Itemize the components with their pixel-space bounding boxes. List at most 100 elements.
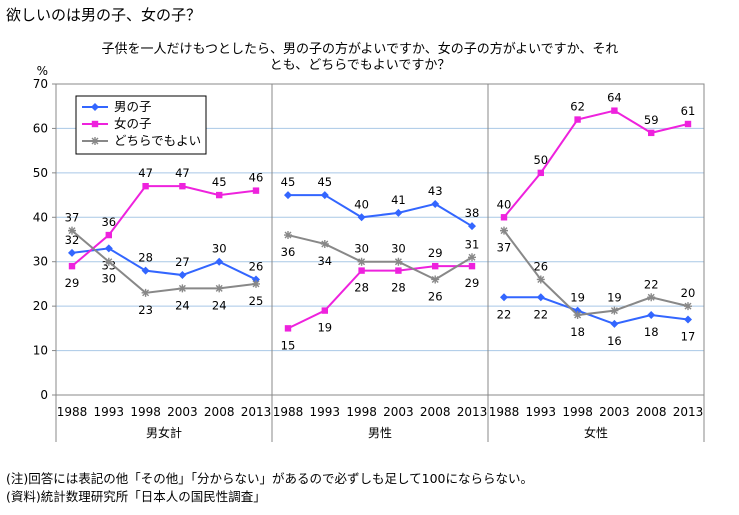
data-label: 36 (281, 245, 296, 259)
data-label: 45 (212, 175, 227, 189)
data-point (252, 279, 260, 288)
legend-marker (91, 103, 99, 111)
data-label: 30 (212, 242, 227, 256)
x-tick-label: 1993 (526, 405, 557, 419)
data-point (432, 262, 439, 270)
data-point (284, 325, 292, 332)
x-tick-label: 1993 (94, 405, 125, 419)
data-point (284, 191, 292, 200)
data-label: 16 (607, 334, 622, 348)
data-point (431, 199, 440, 208)
data-label: 40 (497, 197, 512, 211)
y-tick-label: 60 (33, 121, 48, 135)
data-label: 36 (101, 215, 116, 229)
data-point (320, 239, 329, 248)
data-point (648, 129, 655, 137)
data-label: 47 (138, 166, 153, 180)
data-point (536, 293, 545, 302)
chart-subtitle: 子供を一人だけもつとしたら、男の子の方がよいですか、女の子の方がよいですか、それ… (60, 42, 660, 74)
data-point (500, 226, 508, 235)
data-label: 45 (317, 175, 332, 189)
legend-marker (91, 120, 99, 128)
data-point (179, 182, 186, 190)
data-point (395, 267, 402, 274)
data-point (142, 182, 149, 190)
data-label: 26 (533, 259, 548, 273)
data-label: 40 (354, 197, 369, 211)
data-point (215, 284, 224, 293)
legend-label: 女の子 (114, 116, 152, 131)
data-point (141, 288, 150, 297)
group-label: 男女計 (146, 425, 182, 440)
data-label: 50 (533, 153, 548, 167)
x-tick-label: 1988 (57, 405, 88, 419)
data-label: 18 (570, 325, 585, 339)
data-point (68, 226, 76, 235)
x-tick-label: 1988 (489, 405, 520, 419)
data-label: 20 (681, 286, 696, 300)
data-label: 31 (465, 237, 480, 251)
data-point (647, 293, 656, 302)
data-point (104, 244, 113, 253)
data-label: 37 (65, 211, 80, 225)
data-point (431, 275, 440, 284)
data-label: 24 (212, 298, 227, 312)
series-line (503, 230, 689, 317)
data-point (357, 257, 366, 266)
data-label: 28 (391, 281, 406, 295)
series-line (287, 234, 473, 281)
data-label: 19 (607, 291, 622, 305)
data-label: 22 (497, 307, 512, 321)
data-point (500, 293, 508, 302)
x-tick-label: 2008 (420, 405, 451, 419)
y-tick-label: 10 (33, 344, 48, 358)
x-tick-label: 2008 (204, 405, 235, 419)
data-point (141, 266, 150, 275)
x-tick-label: 1998 (130, 405, 161, 419)
data-label: 29 (428, 246, 443, 260)
group-label: 女性 (584, 425, 608, 440)
data-label: 46 (249, 171, 264, 185)
x-tick-label: 1988 (273, 405, 304, 419)
x-tick-label: 2013 (673, 405, 704, 419)
data-point (215, 257, 224, 266)
data-point (357, 213, 366, 222)
data-label: 32 (65, 233, 80, 247)
data-label: 45 (281, 175, 296, 189)
data-label: 24 (175, 298, 190, 312)
y-tick-label: 40 (33, 210, 48, 224)
data-point (684, 302, 692, 311)
series-line (288, 194, 473, 228)
data-label: 43 (428, 184, 443, 198)
data-label: 22 (644, 277, 659, 291)
data-label: 18 (644, 325, 659, 339)
note-source: (資料)統計数理研究所「日本人の国民性調査」 (6, 489, 266, 504)
data-label: 17 (681, 329, 696, 343)
data-point (684, 315, 692, 324)
data-point (104, 257, 113, 266)
data-label: 22 (533, 307, 548, 321)
data-point (252, 187, 260, 194)
y-tick-label: 50 (33, 166, 48, 180)
data-point (68, 262, 76, 270)
legend-label: どちらでもよい (114, 133, 201, 148)
data-label: 34 (317, 254, 332, 268)
y-tick-label: 20 (33, 299, 48, 313)
data-label: 41 (391, 193, 406, 207)
group-label: 男性 (368, 426, 392, 440)
data-point (611, 107, 618, 114)
data-point (536, 275, 545, 284)
data-point (647, 311, 656, 320)
data-point (178, 271, 187, 280)
data-point (216, 191, 223, 199)
series-line (287, 265, 472, 330)
data-label: 61 (681, 104, 696, 118)
data-point (284, 231, 292, 240)
data-label: 30 (101, 272, 116, 286)
page-title: 欲しいのは男の子、女の子？ (6, 6, 202, 24)
x-tick-label: 2003 (383, 405, 414, 419)
data-label: 19 (317, 321, 332, 335)
subtitle-line-2: とも、どちらでもよいですか？ (269, 58, 451, 73)
series-line (503, 109, 689, 218)
data-point (684, 120, 692, 128)
